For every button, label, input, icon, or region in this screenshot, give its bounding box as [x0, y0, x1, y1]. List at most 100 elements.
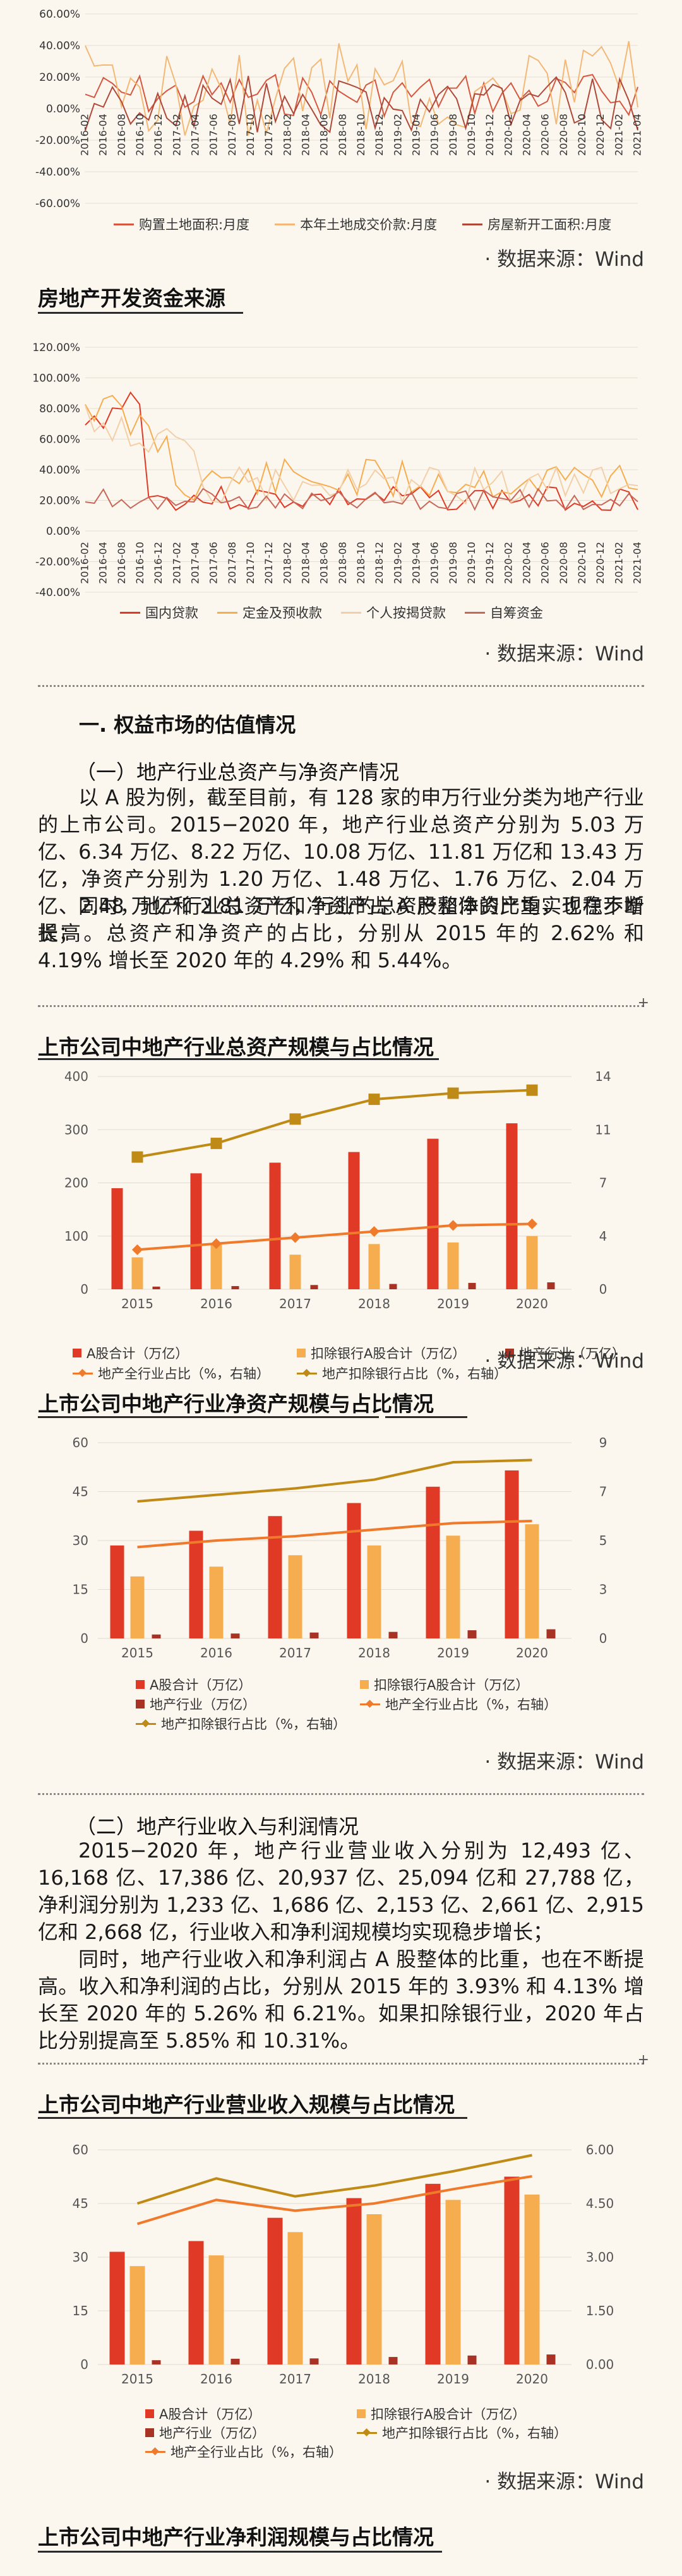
x-tick-label: 2018-08 [337, 114, 349, 156]
total-assets-chart: 0 100 200 300 400 0 4 7 11 14 2015 2016 2017 2018 2019… [64, 1069, 611, 1311]
revenue-chart: 0 15 30 45 60 0.00 1.50 3.00 4.50 6.00 2015 2016 201… [73, 2142, 614, 2387]
bar [367, 1545, 381, 1638]
bar [388, 1631, 398, 1638]
legend-swatch [73, 1349, 81, 1357]
x-tick-label: 2019 [437, 1296, 469, 1311]
y2-tick-label: 4 [599, 1229, 607, 1244]
x-tick-label: 2016-12 [152, 542, 164, 584]
section-title: 上市公司中地产行业净资产规模与占比情况 [38, 1392, 434, 1416]
x-tick-label: 2020-06 [539, 542, 551, 584]
bar [445, 2200, 461, 2364]
legend-self-raised: 自筹资金 [490, 605, 543, 621]
legend-label: 地产行业（万亿） [159, 2426, 265, 2441]
line-point [527, 1219, 537, 1229]
bar [426, 1486, 440, 1638]
line-point [211, 1238, 222, 1249]
y-tick-label: 30 [73, 2250, 88, 2265]
series-line [85, 395, 638, 501]
series-line [85, 405, 638, 505]
bar [504, 2176, 520, 2364]
legend-mortgage: 个人按揭贷款 [366, 605, 446, 621]
x-tick-label: 2020 [516, 1296, 548, 1311]
bar [388, 2357, 398, 2364]
legend-label: A股合计（万亿） [159, 2407, 261, 2422]
bar [289, 1255, 301, 1289]
y-tick-label: 60 [73, 1435, 88, 1450]
series-line [137, 1520, 532, 1549]
y-tick-label: -40.00% [35, 166, 80, 179]
section-title: 房地产开发资金来源 [38, 286, 225, 311]
line-point [132, 1244, 143, 1255]
y-tick-label: -20.00% [35, 556, 80, 569]
bar [269, 1162, 281, 1289]
title-underline [38, 312, 243, 314]
x-tick-label: 2017-12 [263, 114, 275, 156]
source-note: · 数据来源：Wind [484, 248, 644, 271]
y-tick-label: 60.00% [39, 8, 80, 21]
y2-tick-label: 5 [599, 1533, 607, 1548]
x-tick-label: 2017-04 [189, 114, 201, 156]
land-legend: 购置土地面积:月度 本年土地成交价款:月度 房屋新开工面积:月度 [114, 215, 611, 234]
legend-item: A股合计（万亿） [145, 2404, 261, 2423]
x-tick-label: 2020-06 [539, 114, 551, 156]
x-tick-label: 2019-02 [392, 114, 404, 156]
bar [348, 1152, 360, 1289]
x-tick-label: 2016-04 [97, 542, 109, 584]
source-note: · 数据来源：Wind [484, 1751, 644, 1774]
x-tick-label: 2017-10 [244, 114, 256, 156]
bar [130, 1576, 145, 1638]
y-tick-label: 0.00% [46, 103, 80, 116]
y-tick-label: 120.00% [32, 342, 80, 354]
bar [230, 1633, 240, 1638]
bar [447, 1242, 459, 1289]
x-tick-label: 2018-12 [373, 114, 385, 156]
bar [505, 1470, 519, 1638]
legend-land-area: 购置土地面积:月度 [139, 217, 250, 232]
y-tick-label: 20.00% [39, 495, 80, 508]
legend-item: 地产行业（万亿） [136, 1695, 256, 1714]
legend-label: 地产扣除银行占比（%，右轴） [322, 1366, 507, 1381]
y2-tick-label: 7 [599, 1176, 607, 1191]
x-tick-label: 2019-12 [484, 542, 496, 584]
series-line [137, 1088, 532, 1159]
x-tick-label: 2016-12 [152, 114, 164, 156]
y2-tick-label: 0.00 [586, 2357, 614, 2372]
bar [366, 2214, 382, 2364]
x-tick-label: 2019-08 [447, 542, 459, 584]
line-point [289, 1113, 301, 1125]
heading-equity: 一. 权益市场的估值情况 [79, 713, 296, 737]
x-tick-label: 2015 [121, 1296, 153, 1311]
legend-item: A股合计（万亿） [73, 1344, 188, 1363]
x-tick-label: 2019-12 [484, 114, 496, 156]
x-tick-label: 2020-10 [576, 542, 588, 584]
x-tick-label: 2020-12 [594, 114, 606, 156]
y-tick-label: 40.00% [39, 40, 80, 52]
divider [38, 1005, 644, 1007]
x-tick-label: 2019-10 [465, 542, 477, 584]
series-line [137, 1222, 532, 1251]
x-tick-label: 2018-06 [318, 114, 330, 156]
line-point [369, 1226, 380, 1237]
series-line [137, 1458, 532, 1503]
series-line [85, 487, 638, 511]
legend-label: A股合计（万亿） [150, 1678, 252, 1693]
legend-label: 地产扣除银行占比（%，右轴） [161, 1717, 346, 1732]
legend-label: 地产行业（万亿） [519, 1346, 625, 1361]
revenue-section: 上市公司中地产行业营业收入规模与占比情况 0 15 30 45 60 0.00 1.50 3.… [0, 2074, 682, 2493]
plus-mark: + [637, 2052, 649, 2068]
line-point [448, 1220, 458, 1231]
y-tick-label: -60.00% [35, 198, 80, 210]
bar [506, 1123, 518, 1289]
legend-item: 扣除银行A股合计（万亿） [357, 2404, 525, 2423]
legend-item: A股合计（万亿） [136, 1675, 251, 1694]
x-tick-label: 2021-04 [631, 114, 643, 156]
bar [368, 1244, 380, 1289]
x-tick-label: 2017-08 [226, 114, 238, 156]
x-tick-label: 2018-10 [355, 114, 367, 156]
x-tick-label: 2019-10 [465, 114, 477, 156]
legend-item: 扣除银行A股合计（万亿） [297, 1344, 465, 1363]
bar [467, 1630, 477, 1638]
y-tick-label: 40.00% [39, 464, 80, 477]
y-tick-label: 20.00% [39, 71, 80, 84]
y-tick-label: 0.00% [46, 525, 80, 538]
